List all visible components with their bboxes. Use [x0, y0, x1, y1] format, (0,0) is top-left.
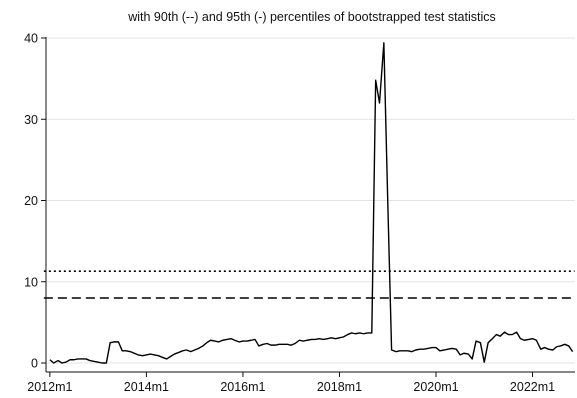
- data-series: [49, 42, 574, 364]
- y-tick-label: 0: [31, 357, 38, 371]
- x-tick-label: 2022m1: [510, 380, 555, 394]
- y-tick-label: 30: [24, 113, 38, 127]
- y-tick-label: 20: [24, 194, 38, 208]
- test-statistic-line: [49, 42, 574, 364]
- axes: [45, 37, 575, 373]
- y-axis-ticks: 0 10 20 30 40: [24, 32, 46, 371]
- reference-lines: [43, 270, 575, 299]
- y-tick-label: 40: [24, 32, 38, 46]
- x-tick-label: 2016m1: [220, 380, 265, 394]
- x-tick-label: 2012m1: [27, 380, 72, 394]
- gridlines: [47, 37, 575, 364]
- y-tick-label: 10: [24, 275, 38, 289]
- chart-title: with 90th (--) and 95th (-) percentiles …: [127, 10, 496, 24]
- x-tick-label: 2014m1: [124, 380, 169, 394]
- x-axis-ticks: 2012m1 2014m1 2016m1 2018m1 2020m1 2022m1: [27, 372, 555, 394]
- x-tick-label: 2018m1: [317, 380, 362, 394]
- x-tick-label: 2020m1: [413, 380, 458, 394]
